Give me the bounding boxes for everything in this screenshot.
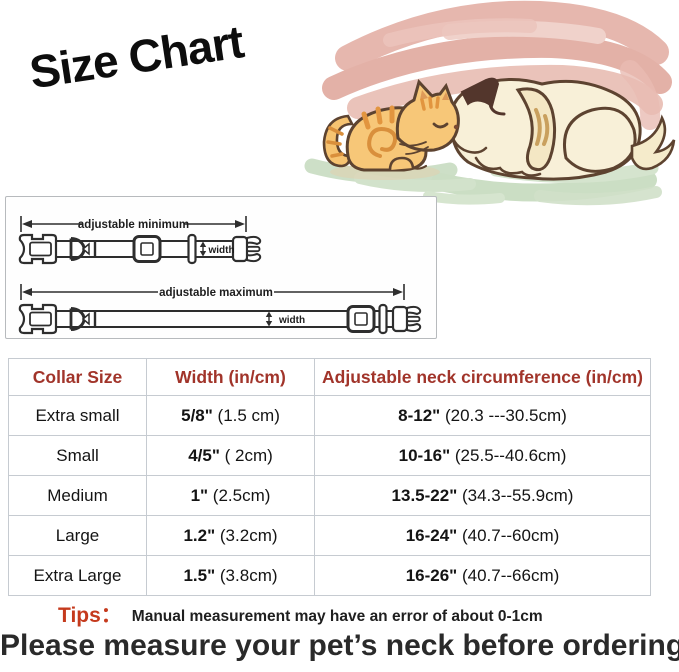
table-row: Large 1.2" (3.2cm) 16-24" (40.7--60cm) xyxy=(8,515,651,556)
dog-eye xyxy=(488,102,506,116)
tips-label: Tips： xyxy=(58,604,122,627)
table-header-row: Collar Size Width (in/cm) Adjustable nec… xyxy=(8,358,651,396)
cell-width: 5/8" (1.5 cm) xyxy=(146,395,315,436)
footer-message: Please measure your pet’s neck before or… xyxy=(0,629,679,662)
col-header-circumference: Adjustable neck circumference (in/cm) xyxy=(314,358,651,396)
adjustable-maximum-label: adjustable maximum xyxy=(159,287,273,299)
width-inches: 5/8" xyxy=(181,405,213,425)
cat-whiskers xyxy=(399,141,429,155)
cell-circumference: 10-16" (25.5--40.6cm) xyxy=(314,435,651,476)
width-label-top: width xyxy=(208,245,235,256)
cell-size: Large xyxy=(8,515,147,556)
width-arrow-top xyxy=(199,241,207,257)
table-row: Medium 1" (2.5cm) 13.5-22" (34.3--55.9cm… xyxy=(8,475,651,516)
circ-cm: (40.7--66cm) xyxy=(457,565,560,585)
dog-tail xyxy=(630,114,676,171)
circ-inches: 10-16" xyxy=(398,445,451,465)
circ-inches: 16-24" xyxy=(405,525,458,545)
table-row: Extra small 5/8" (1.5 cm) 8-12" (20.3 --… xyxy=(8,395,651,436)
dog-paws xyxy=(474,156,542,177)
page-title: Size Chart xyxy=(26,15,247,99)
table-row: Small 4/5" ( 2cm) 10-16" (25.5--40.6cm) xyxy=(8,435,651,476)
width-cm: (3.8cm) xyxy=(215,565,278,585)
cat-haunch-spiral xyxy=(367,127,398,158)
min-dimension-arrow xyxy=(20,216,247,232)
width-cm: (3.2cm) xyxy=(215,525,278,545)
circ-inches: 13.5-22" xyxy=(391,485,458,505)
width-inches: 1.5" xyxy=(183,565,216,585)
dog-haunch xyxy=(563,106,637,173)
cell-circumference: 13.5-22" (34.3--55.9cm) xyxy=(314,475,651,516)
cell-circumference: 16-24" (40.7--60cm) xyxy=(314,515,651,556)
circ-cm: (40.7--60cm) xyxy=(457,525,560,545)
collar-minimum: width xyxy=(18,233,262,265)
width-label-bottom: width xyxy=(278,315,305,326)
cat-paw xyxy=(388,156,415,171)
cell-width: 1.5" (3.8cm) xyxy=(146,555,315,596)
collar-maximum: width xyxy=(18,303,422,335)
width-cm: (1.5 cm) xyxy=(212,405,280,425)
circ-cm: (34.3--55.9cm) xyxy=(457,485,574,505)
tips-text: Manual measurement may have an error of … xyxy=(131,608,543,625)
cat-dog-illustration xyxy=(304,0,676,206)
cell-circumference: 8-12" (20.3 ---30.5cm) xyxy=(314,395,651,436)
table-row: Extra Large 1.5" (3.8cm) 16-26" (40.7--6… xyxy=(8,555,651,596)
cell-width: 4/5" ( 2cm) xyxy=(146,435,315,476)
dog-ear-dark xyxy=(460,77,500,108)
cat-illustration xyxy=(322,79,460,172)
dog-ear-wavy xyxy=(515,87,557,172)
cell-size: Medium xyxy=(8,475,147,516)
circ-inches: 8-12" xyxy=(398,405,441,425)
collar-diagram: adjustable minimum width xyxy=(18,216,422,335)
cell-width: 1" (2.5cm) xyxy=(146,475,315,516)
col-header-width: Width (in/cm) xyxy=(146,358,315,396)
cat-nose xyxy=(453,124,459,130)
width-inches: 1.2" xyxy=(183,525,216,545)
circ-inches: 16-26" xyxy=(405,565,458,585)
cell-size: Small xyxy=(8,435,147,476)
col-header-collar-size: Collar Size xyxy=(8,358,147,396)
width-inches: 4/5" xyxy=(188,445,220,465)
collar-diagram-box: adjustable minimum width xyxy=(5,196,437,339)
circ-cm: (25.5--40.6cm) xyxy=(450,445,567,465)
size-table: Collar Size Width (in/cm) Adjustable nec… xyxy=(8,358,651,596)
width-cm: (2.5cm) xyxy=(208,485,271,505)
cell-circumference: 16-26" (40.7--66cm) xyxy=(314,555,651,596)
width-inches: 1" xyxy=(190,485,209,505)
cat-eye xyxy=(432,122,449,129)
dog-illustration xyxy=(449,77,676,181)
adjustable-minimum-label: adjustable minimum xyxy=(78,219,189,231)
cell-size: Extra small xyxy=(8,395,147,436)
circ-cm: (20.3 ---30.5cm) xyxy=(440,405,567,425)
cell-width: 1.2" (3.2cm) xyxy=(146,515,315,556)
cell-size: Extra Large xyxy=(8,555,147,596)
pink-scribble xyxy=(322,0,672,130)
max-dimension-arrow xyxy=(20,284,405,300)
width-arrow-bottom xyxy=(265,311,273,327)
width-cm: ( 2cm) xyxy=(219,445,273,465)
tips-note: Tips： Manual measurement may have an erro… xyxy=(58,599,543,629)
